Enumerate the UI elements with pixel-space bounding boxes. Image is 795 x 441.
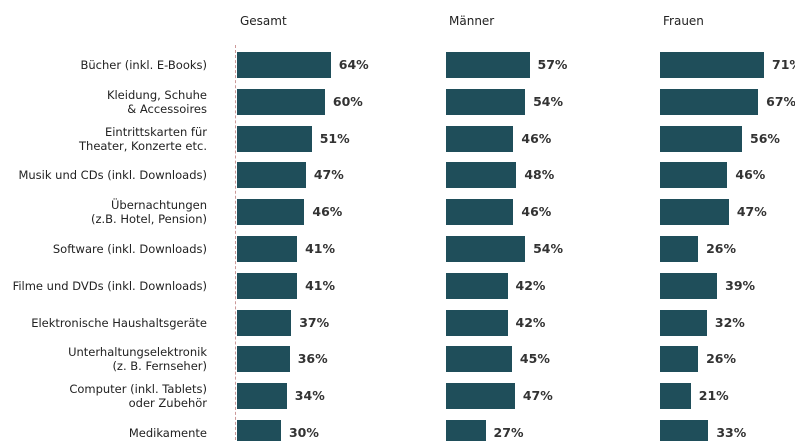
value-label: 57% — [537, 57, 568, 72]
value-label: 45% — [519, 351, 550, 367]
value-label: 48% — [524, 167, 555, 183]
bar — [660, 199, 729, 226]
bar — [446, 199, 514, 226]
category-label: Computer (inkl. Tablets) oder Zubehör — [69, 382, 207, 411]
value-label: 46% — [735, 167, 766, 183]
panel-title: Frauen — [663, 14, 704, 28]
bar — [237, 236, 298, 262]
bar — [237, 88, 325, 115]
bar — [660, 236, 699, 262]
bar — [660, 420, 709, 441]
bar — [237, 383, 287, 410]
axis-line — [235, 45, 237, 441]
value-label: 32% — [714, 314, 745, 330]
bar — [660, 162, 728, 189]
value-label: 37% — [299, 314, 330, 330]
bar — [237, 272, 298, 299]
value-label: 67% — [766, 93, 795, 109]
bar — [237, 125, 312, 152]
value-label: 56% — [750, 130, 780, 146]
value-label: 46% — [521, 130, 552, 146]
bar — [446, 346, 512, 373]
panel-title: Männer — [449, 14, 495, 28]
bar — [660, 52, 764, 78]
panel-title: Gesamt — [240, 14, 287, 28]
bar — [660, 346, 699, 373]
value-label: 47% — [313, 167, 344, 183]
bar — [237, 346, 290, 373]
value-label: 46% — [312, 204, 343, 220]
bar — [237, 52, 331, 78]
bar — [446, 162, 517, 189]
category-label: Bücher (inkl. E-Books) — [80, 58, 208, 72]
bar — [237, 309, 292, 336]
value-label: 51% — [319, 130, 350, 146]
value-label: 34% — [294, 388, 325, 404]
bar — [660, 125, 743, 152]
category-label: Musik und CDs (inkl. Downloads) — [18, 168, 207, 183]
category-label: Elektronische Haushaltsgeräte — [31, 315, 207, 330]
category-label: Übernachtungen (z.B. Hotel, Pension) — [90, 198, 207, 227]
value-label: 21% — [698, 388, 729, 404]
bar — [237, 420, 281, 441]
bar — [660, 272, 718, 299]
bar — [237, 199, 305, 226]
bar — [446, 236, 526, 262]
value-label: 60% — [332, 93, 363, 109]
bar — [446, 309, 508, 336]
value-label: 54% — [533, 241, 564, 256]
bar — [237, 162, 306, 189]
bar — [446, 383, 515, 410]
bar — [660, 309, 707, 336]
category-label: Unterhaltungselektronik (z. B. Fernseher… — [68, 345, 207, 374]
bar — [446, 272, 508, 299]
category-label: Kleidung, Schuhe & Accessoires — [106, 87, 207, 116]
bar — [446, 125, 514, 152]
value-label: 41% — [305, 241, 335, 256]
bar — [660, 383, 691, 410]
value-label: 46% — [521, 204, 552, 220]
value-label: 42% — [515, 314, 546, 330]
category-label: Filme und DVDs (inkl. Downloads) — [12, 278, 207, 293]
value-label: 39% — [725, 277, 756, 293]
value-label: 33% — [716, 425, 747, 440]
value-label: 71% — [772, 57, 795, 72]
value-label: 30% — [288, 425, 319, 440]
value-label: 26% — [706, 351, 736, 367]
bar — [446, 52, 530, 78]
value-label: 47% — [522, 388, 553, 404]
value-label: 42% — [515, 277, 546, 293]
bar — [446, 420, 486, 441]
bar — [446, 88, 526, 115]
category-label: Medikamente — [128, 426, 207, 440]
category-label: Eintrittskarten für Theater, Konzerte et… — [79, 124, 207, 153]
value-label: 64% — [338, 57, 369, 72]
value-label: 36% — [297, 351, 328, 367]
value-label: 27% — [493, 425, 524, 440]
value-label: 26% — [706, 241, 736, 256]
value-label: 41% — [305, 277, 335, 293]
value-label: 54% — [533, 93, 564, 109]
category-label: Software (inkl. Downloads) — [52, 242, 207, 256]
bar — [660, 88, 759, 115]
value-label: 47% — [736, 204, 767, 220]
